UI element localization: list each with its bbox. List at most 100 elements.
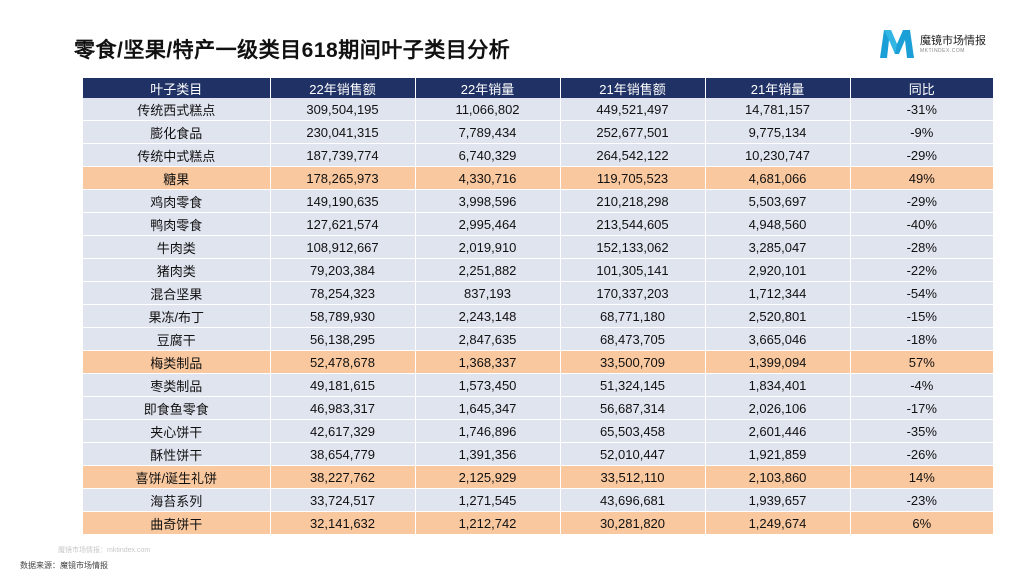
value-cell: 46,983,317 <box>270 396 416 420</box>
table-row: 酥性饼干 38,654,779 1,391,356 52,010,447 1,921,8… <box>83 442 993 466</box>
table-row: 猪肉类 79,203,384 2,251,882 101,305,141 2,920,1… <box>83 258 993 282</box>
value-cell: 79,203,384 <box>270 258 416 282</box>
value-cell: 78,254,323 <box>270 281 416 305</box>
value-cell: 57% <box>850 350 993 374</box>
value-cell: 68,473,705 <box>560 327 706 351</box>
table-row: 膨化食品 230,041,315 7,789,434 252,677,501 9,775… <box>83 120 993 144</box>
value-cell: 2,103,860 <box>705 465 851 489</box>
value-cell: -54% <box>850 281 993 305</box>
value-cell: 7,789,434 <box>415 120 561 144</box>
table-row: 果冻/布丁 58,789,930 2,243,148 68,771,180 2,520,… <box>83 304 993 328</box>
category-cell: 曲奇饼干 <box>83 511 271 535</box>
category-cell: 即食鱼零食 <box>83 396 271 420</box>
brand-logo: 魔镜市场情报 MKTINDEX.COM <box>878 26 1008 66</box>
logo-subtitle: MKTINDEX.COM <box>920 48 965 54</box>
value-cell: 68,771,180 <box>560 304 706 328</box>
value-cell: 2,243,148 <box>415 304 561 328</box>
value-cell: 3,665,046 <box>705 327 851 351</box>
value-cell: 1,712,344 <box>705 281 851 305</box>
value-cell: 1,212,742 <box>415 511 561 535</box>
value-cell: 49% <box>850 166 993 190</box>
value-cell: 252,677,501 <box>560 120 706 144</box>
value-cell: -22% <box>850 258 993 282</box>
value-cell: 3,285,047 <box>705 235 851 259</box>
value-cell: 2,019,910 <box>415 235 561 259</box>
category-cell: 牛肉类 <box>83 235 271 259</box>
category-cell: 鸭肉零食 <box>83 212 271 236</box>
value-cell: 33,512,110 <box>560 465 706 489</box>
value-cell: 101,305,141 <box>560 258 706 282</box>
category-cell: 喜饼/诞生礼饼 <box>83 465 271 489</box>
value-cell: 210,218,298 <box>560 189 706 213</box>
value-cell: 52,478,678 <box>270 350 416 374</box>
table-row: 糖果 178,265,973 4,330,716 119,705,523 4,681,0… <box>83 166 993 190</box>
value-cell: -31% <box>850 98 993 121</box>
value-cell: 2,026,106 <box>705 396 851 420</box>
value-cell: 1,746,896 <box>415 419 561 443</box>
value-cell: -9% <box>850 120 993 144</box>
watermark: 魔镜市场情报：mktindex.com <box>58 547 151 554</box>
value-cell: 1,921,859 <box>705 442 851 466</box>
value-cell: 38,654,779 <box>270 442 416 466</box>
value-cell: 30,281,820 <box>560 511 706 535</box>
value-cell: 52,010,447 <box>560 442 706 466</box>
value-cell: 65,503,458 <box>560 419 706 443</box>
column-header: 21年销售额 <box>560 78 706 98</box>
category-cell: 酥性饼干 <box>83 442 271 466</box>
value-cell: 264,542,122 <box>560 143 706 167</box>
table-row: 传统西式糕点 309,504,195 11,066,802 449,521,497 14… <box>83 98 993 121</box>
leaf-category-table: 叶子类目 22年销售额 22年销量 21年销售额 21年销量 同比 传统西式糕点 309,5… <box>83 78 993 535</box>
value-cell: 2,601,446 <box>705 419 851 443</box>
value-cell: 11,066,802 <box>415 98 561 121</box>
value-cell: 187,739,774 <box>270 143 416 167</box>
column-header: 22年销售额 <box>270 78 416 98</box>
column-header: 21年销量 <box>705 78 851 98</box>
page-title: 零食/坚果/特产一级类目618期间叶子类目分析 <box>74 39 511 62</box>
value-cell: 2,995,464 <box>415 212 561 236</box>
category-cell: 膨化食品 <box>83 120 271 144</box>
value-cell: 2,125,929 <box>415 465 561 489</box>
value-cell: 14% <box>850 465 993 489</box>
value-cell: 32,141,632 <box>270 511 416 535</box>
table-row: 鸭肉零食 127,621,574 2,995,464 213,544,605 4,948… <box>83 212 993 236</box>
value-cell: 1,645,347 <box>415 396 561 420</box>
logo-name: 魔镜市场情报 <box>920 35 986 47</box>
value-cell: 42,617,329 <box>270 419 416 443</box>
value-cell: 213,544,605 <box>560 212 706 236</box>
category-cell: 传统中式糕点 <box>83 143 271 167</box>
value-cell: 2,847,635 <box>415 327 561 351</box>
value-cell: 10,230,747 <box>705 143 851 167</box>
table-row: 枣类制品 49,181,615 1,573,450 51,324,145 1,834,4… <box>83 373 993 397</box>
table-row: 海苔系列 33,724,517 1,271,545 43,696,681 1,939,6… <box>83 488 993 512</box>
value-cell: -23% <box>850 488 993 512</box>
value-cell: 2,520,801 <box>705 304 851 328</box>
category-cell: 混合坚果 <box>83 281 271 305</box>
category-cell: 鸡肉零食 <box>83 189 271 213</box>
category-cell: 海苔系列 <box>83 488 271 512</box>
value-cell: 2,251,882 <box>415 258 561 282</box>
value-cell: 309,504,195 <box>270 98 416 121</box>
value-cell: 1,939,657 <box>705 488 851 512</box>
table-header-row: 叶子类目 22年销售额 22年销量 21年销售额 21年销量 同比 <box>83 78 993 98</box>
value-cell: 1,368,337 <box>415 350 561 374</box>
table-row: 牛肉类 108,912,667 2,019,910 152,133,062 3,285,… <box>83 235 993 259</box>
table-row: 曲奇饼干 32,141,632 1,212,742 30,281,820 1,249,6… <box>83 511 993 535</box>
value-cell: 56,687,314 <box>560 396 706 420</box>
value-cell: 1,249,674 <box>705 511 851 535</box>
category-cell: 枣类制品 <box>83 373 271 397</box>
table-body: 传统西式糕点 309,504,195 11,066,802 449,521,497 14… <box>83 98 993 535</box>
data-source-note: 数据来源：魔镜市场情报 <box>20 561 108 570</box>
category-cell: 豆腐干 <box>83 327 271 351</box>
value-cell: 38,227,762 <box>270 465 416 489</box>
column-header: 22年销量 <box>415 78 561 98</box>
value-cell: 6% <box>850 511 993 535</box>
value-cell: 119,705,523 <box>560 166 706 190</box>
value-cell: 1,399,094 <box>705 350 851 374</box>
value-cell: 837,193 <box>415 281 561 305</box>
value-cell: 230,041,315 <box>270 120 416 144</box>
value-cell: -18% <box>850 327 993 351</box>
table-row: 豆腐干 56,138,295 2,847,635 68,473,705 3,665,04… <box>83 327 993 351</box>
value-cell: -28% <box>850 235 993 259</box>
value-cell: 4,681,066 <box>705 166 851 190</box>
value-cell: 33,724,517 <box>270 488 416 512</box>
